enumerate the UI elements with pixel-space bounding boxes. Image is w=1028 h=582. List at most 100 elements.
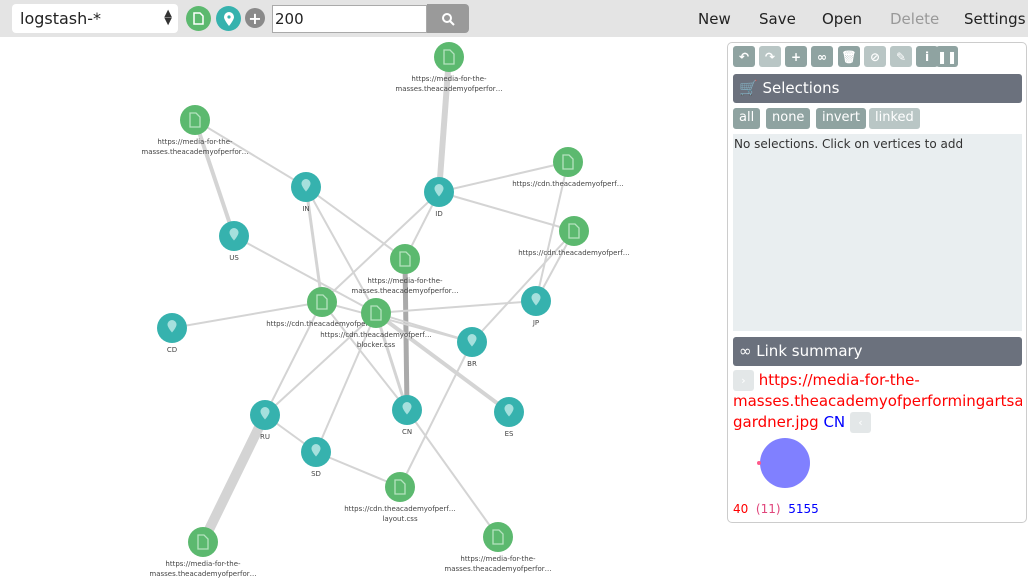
country-vertex[interactable]: SD xyxy=(301,437,331,478)
graph-edge[interactable] xyxy=(321,191,440,303)
map-marker-icon[interactable] xyxy=(216,6,241,31)
search-button[interactable] xyxy=(427,4,469,33)
style-icon[interactable]: ✎ xyxy=(890,46,912,67)
vertex-label: https://media-for-the- xyxy=(165,560,241,568)
link-icon: ∞ xyxy=(739,342,752,360)
document-vertex[interactable]: https://cdn.theacademyofperf… xyxy=(518,216,630,257)
graph-edge[interactable] xyxy=(193,119,236,237)
graph-edge[interactable] xyxy=(438,191,575,232)
select-invert-button[interactable]: invert xyxy=(816,108,866,129)
document-icon xyxy=(443,49,455,65)
graph-edge[interactable] xyxy=(321,301,408,411)
select-linked-button[interactable]: linked xyxy=(869,108,920,129)
map-marker-icon xyxy=(402,402,412,415)
document-icon xyxy=(394,479,406,495)
document-vertex[interactable]: https://cdn.theacademyofperf… xyxy=(266,287,378,328)
undo-icon[interactable]: ↶ xyxy=(733,46,755,67)
vertex-label: masses.theacademyofperfor… xyxy=(149,570,256,578)
document-icon xyxy=(189,112,201,128)
document-vertex[interactable]: https://media-for-the-masses.theacademyo… xyxy=(141,105,249,156)
block-icon[interactable]: ⊘ xyxy=(864,46,886,67)
graph-edge[interactable] xyxy=(264,312,377,416)
country-vertex[interactable]: CN xyxy=(392,395,422,436)
country-vertex[interactable]: RU xyxy=(250,400,280,441)
country-vertex[interactable]: ES xyxy=(494,397,524,438)
vertex-label: https://media-for-the- xyxy=(460,555,536,563)
select-source-button[interactable]: › xyxy=(733,370,754,391)
select-none-button[interactable]: none xyxy=(766,108,811,129)
graph-edge[interactable] xyxy=(233,235,377,314)
map-marker-icon xyxy=(434,184,444,197)
venn-source-circle xyxy=(757,461,761,465)
document-vertex[interactable]: https://media-for-the-masses.theacademyo… xyxy=(444,522,552,573)
country-vertex[interactable]: ID xyxy=(424,177,454,218)
vertex-label: masses.theacademyofperfor… xyxy=(141,148,248,156)
graph-edge[interactable] xyxy=(315,312,377,453)
graph-edge[interactable] xyxy=(305,186,377,314)
vertex-label: https://media-for-the- xyxy=(157,138,233,146)
select-target-button[interactable]: ‹ xyxy=(849,412,871,433)
vertex-label: blocker.css xyxy=(357,341,396,349)
graph-edge[interactable] xyxy=(471,230,575,343)
country-vertex[interactable]: IN xyxy=(291,172,321,213)
link-icon[interactable]: ∞ xyxy=(811,46,833,67)
vertex-label: ES xyxy=(505,430,514,438)
graph-edge[interactable] xyxy=(374,312,409,411)
document-vertex[interactable]: https://cdn.theacademyofperf… xyxy=(512,147,624,188)
vertex-label: masses.theacademyofperfor… xyxy=(351,287,458,295)
country-vertex[interactable]: CD xyxy=(157,313,187,354)
vertex-label: https://media-for-the- xyxy=(411,75,487,83)
graph-edge[interactable] xyxy=(374,311,511,414)
document-vertex[interactable]: https://cdn.theacademyofperf… layout.css xyxy=(344,472,456,523)
settings-button[interactable]: Settings xyxy=(964,10,1026,28)
vertex-label: US xyxy=(229,254,239,262)
graph-edge[interactable] xyxy=(194,119,307,188)
vertex-label: RU xyxy=(260,433,270,441)
graph-edge[interactable] xyxy=(406,409,499,538)
graph-edge[interactable] xyxy=(438,161,569,193)
open-button[interactable]: Open xyxy=(822,10,863,28)
new-button[interactable]: New xyxy=(698,10,731,28)
graph-edge[interactable] xyxy=(375,312,473,343)
graph-edge[interactable] xyxy=(198,412,270,545)
graph-edge[interactable] xyxy=(264,301,323,416)
add-field-button[interactable]: + xyxy=(245,8,265,28)
search-icon xyxy=(442,12,455,26)
country-vertex[interactable]: US xyxy=(219,221,249,262)
country-vertex[interactable]: BR xyxy=(457,327,487,368)
info-icon[interactable]: i xyxy=(916,46,938,67)
vertex-label: https://cdn.theacademyofperf… xyxy=(344,505,456,513)
pause-icon[interactable]: ❚❚ xyxy=(936,46,958,67)
delete-icon[interactable]: 🗑 xyxy=(838,46,860,67)
document-icon xyxy=(568,223,580,239)
index-pattern-select[interactable]: logstash-* ▲ ▼ xyxy=(12,4,178,33)
vertex-label: masses.theacademyofperfor… xyxy=(395,85,502,93)
save-button[interactable]: Save xyxy=(759,10,796,28)
document-vertex[interactable]: https://media-for-the-masses.theacademyo… xyxy=(395,42,503,93)
document-vertex[interactable]: https://cdn.theacademyofperf… blocker.css xyxy=(320,298,432,349)
delete-button[interactable]: Delete xyxy=(890,10,940,28)
search-input[interactable]: 200 xyxy=(272,5,427,33)
vertex-label: JP xyxy=(532,319,539,327)
vertex-label: SD xyxy=(311,470,321,478)
document-icon xyxy=(399,251,411,267)
country-vertex[interactable]: JP xyxy=(521,286,551,327)
selections-header: 🛒 Selections xyxy=(733,74,1022,103)
graph-canvas[interactable]: https://media-for-the-masses.theacademyo… xyxy=(0,37,725,582)
map-marker-icon xyxy=(229,228,239,241)
venn-target-circle xyxy=(760,438,810,488)
vertex-label: https://cdn.theacademyofperf… xyxy=(518,249,630,257)
graph-edge[interactable] xyxy=(305,186,406,260)
select-all-button[interactable]: all xyxy=(733,108,761,129)
graph-edge[interactable] xyxy=(375,300,537,314)
graph-edge[interactable] xyxy=(436,56,452,193)
graph-edge[interactable] xyxy=(535,161,569,302)
redo-icon[interactable]: ↷ xyxy=(759,46,781,67)
graph-edge[interactable] xyxy=(171,301,323,329)
document-icon[interactable] xyxy=(186,6,211,31)
graph-edge[interactable] xyxy=(399,341,473,488)
graph-edge[interactable] xyxy=(315,451,401,488)
expand-icon[interactable]: + xyxy=(785,46,807,67)
document-vertex[interactable]: https://media-for-the-masses.theacademyo… xyxy=(351,244,459,295)
document-vertex[interactable]: https://media-for-the-masses.theacademyo… xyxy=(149,527,257,578)
